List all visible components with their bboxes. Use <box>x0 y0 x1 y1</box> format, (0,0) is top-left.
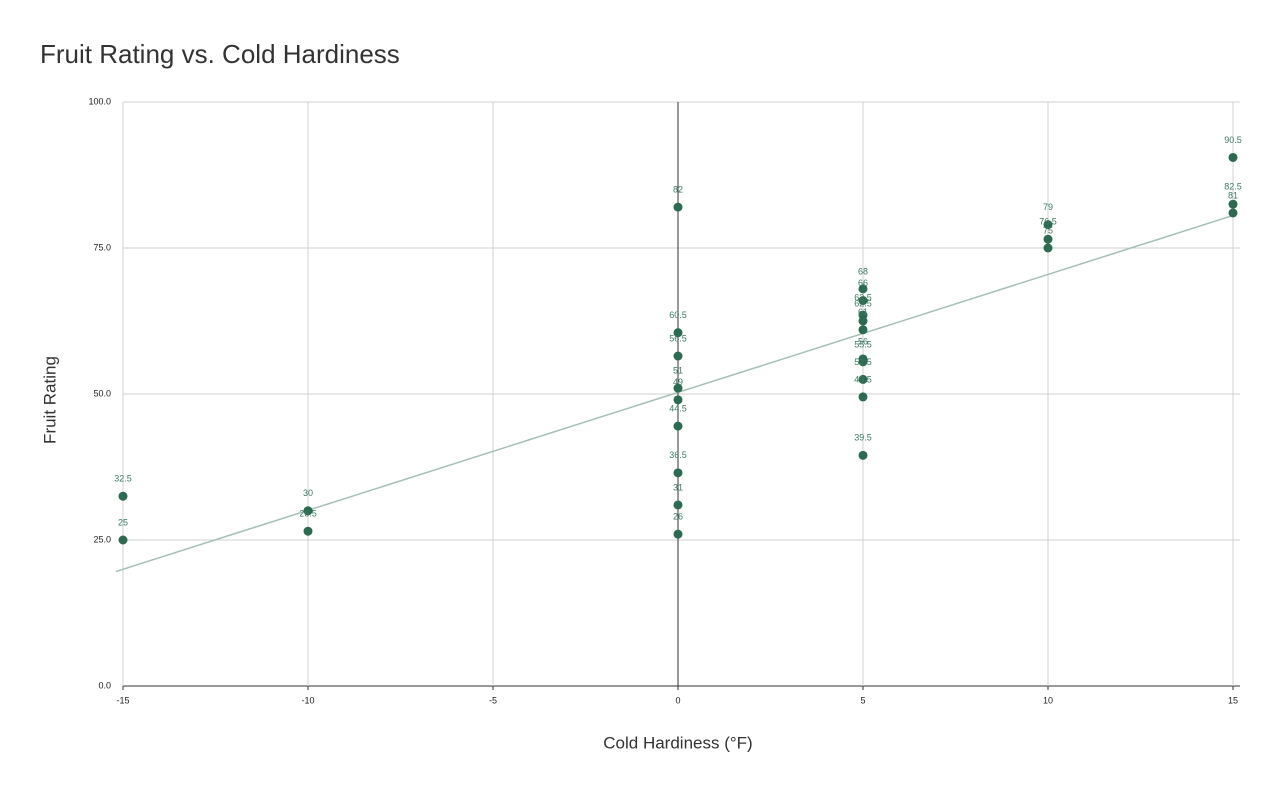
data-point <box>673 328 683 338</box>
data-label: 82.5 <box>1224 182 1242 192</box>
data-point <box>858 316 868 326</box>
data-label: 26 <box>673 512 683 522</box>
y-tick-label: 0.0 <box>98 680 111 690</box>
data-label: 63.5 <box>854 293 872 303</box>
data-label: 56 <box>858 336 868 346</box>
data-point <box>1043 243 1053 253</box>
x-axis-label: Cold Hardiness (°F) <box>603 733 752 752</box>
data-label: 75 <box>1043 225 1053 235</box>
data-point <box>858 357 868 367</box>
data-label: 30 <box>303 488 313 498</box>
data-label: 62.5 <box>854 298 872 308</box>
data-label: 51 <box>673 366 683 376</box>
data-label: 55.5 <box>854 339 872 349</box>
data-point <box>303 506 313 516</box>
data-point <box>673 468 683 478</box>
data-point <box>303 526 313 536</box>
x-tick-label: 15 <box>1228 695 1238 705</box>
y-tick-label: 50.0 <box>93 388 111 398</box>
data-point <box>858 450 868 460</box>
data-label: 44.5 <box>669 403 687 413</box>
y-tick-label: 25.0 <box>93 534 111 544</box>
data-point <box>1228 199 1238 209</box>
data-label: 61 <box>858 307 868 317</box>
data-label: 81 <box>1228 190 1238 200</box>
data-point <box>118 491 128 501</box>
data-label: 82 <box>673 184 683 194</box>
x-tick-label: 5 <box>860 695 865 705</box>
data-point <box>858 374 868 384</box>
x-tick-label: -5 <box>489 695 497 705</box>
x-tick-label: 10 <box>1043 695 1053 705</box>
data-point <box>673 395 683 405</box>
data-point <box>1043 234 1053 244</box>
data-label: 25 <box>118 517 128 527</box>
data-point <box>1043 220 1053 230</box>
trendline <box>115 214 1234 573</box>
x-tick-label: -10 <box>301 695 314 705</box>
data-label: 56.5 <box>669 333 687 343</box>
data-label: 60.5 <box>669 310 687 320</box>
data-point <box>673 351 683 361</box>
y-axis-label: Fruit Rating <box>40 356 59 444</box>
data-point <box>858 325 868 335</box>
data-label: 36.5 <box>669 450 687 460</box>
y-tick-label: 100.0 <box>88 96 111 106</box>
data-label: 49 <box>673 377 683 387</box>
data-point <box>858 284 868 294</box>
data-point <box>858 296 868 306</box>
data-point <box>673 383 683 393</box>
data-label: 52.5 <box>854 357 872 367</box>
data-point <box>858 392 868 402</box>
x-tick-label: -15 <box>116 695 129 705</box>
data-label: 76.5 <box>1039 217 1057 227</box>
data-label: 32.5 <box>114 474 132 484</box>
data-label: 90.5 <box>1224 135 1242 145</box>
y-tick-label: 75.0 <box>93 242 111 252</box>
data-point <box>1228 208 1238 218</box>
data-label: 49.5 <box>854 374 872 384</box>
data-label: 68 <box>858 266 868 276</box>
data-point <box>1228 152 1238 162</box>
data-label: 39.5 <box>854 433 872 443</box>
data-label: 31 <box>673 482 683 492</box>
data-point <box>673 421 683 431</box>
data-label: 66 <box>858 278 868 288</box>
data-point <box>673 202 683 212</box>
data-label: 26.5 <box>299 509 317 519</box>
data-label: 79 <box>1043 202 1053 212</box>
data-point <box>673 500 683 510</box>
chart-title: Fruit Rating vs. Cold Hardiness <box>40 39 400 69</box>
data-point <box>118 535 128 545</box>
data-point <box>673 529 683 539</box>
x-tick-label: 0 <box>675 695 680 705</box>
